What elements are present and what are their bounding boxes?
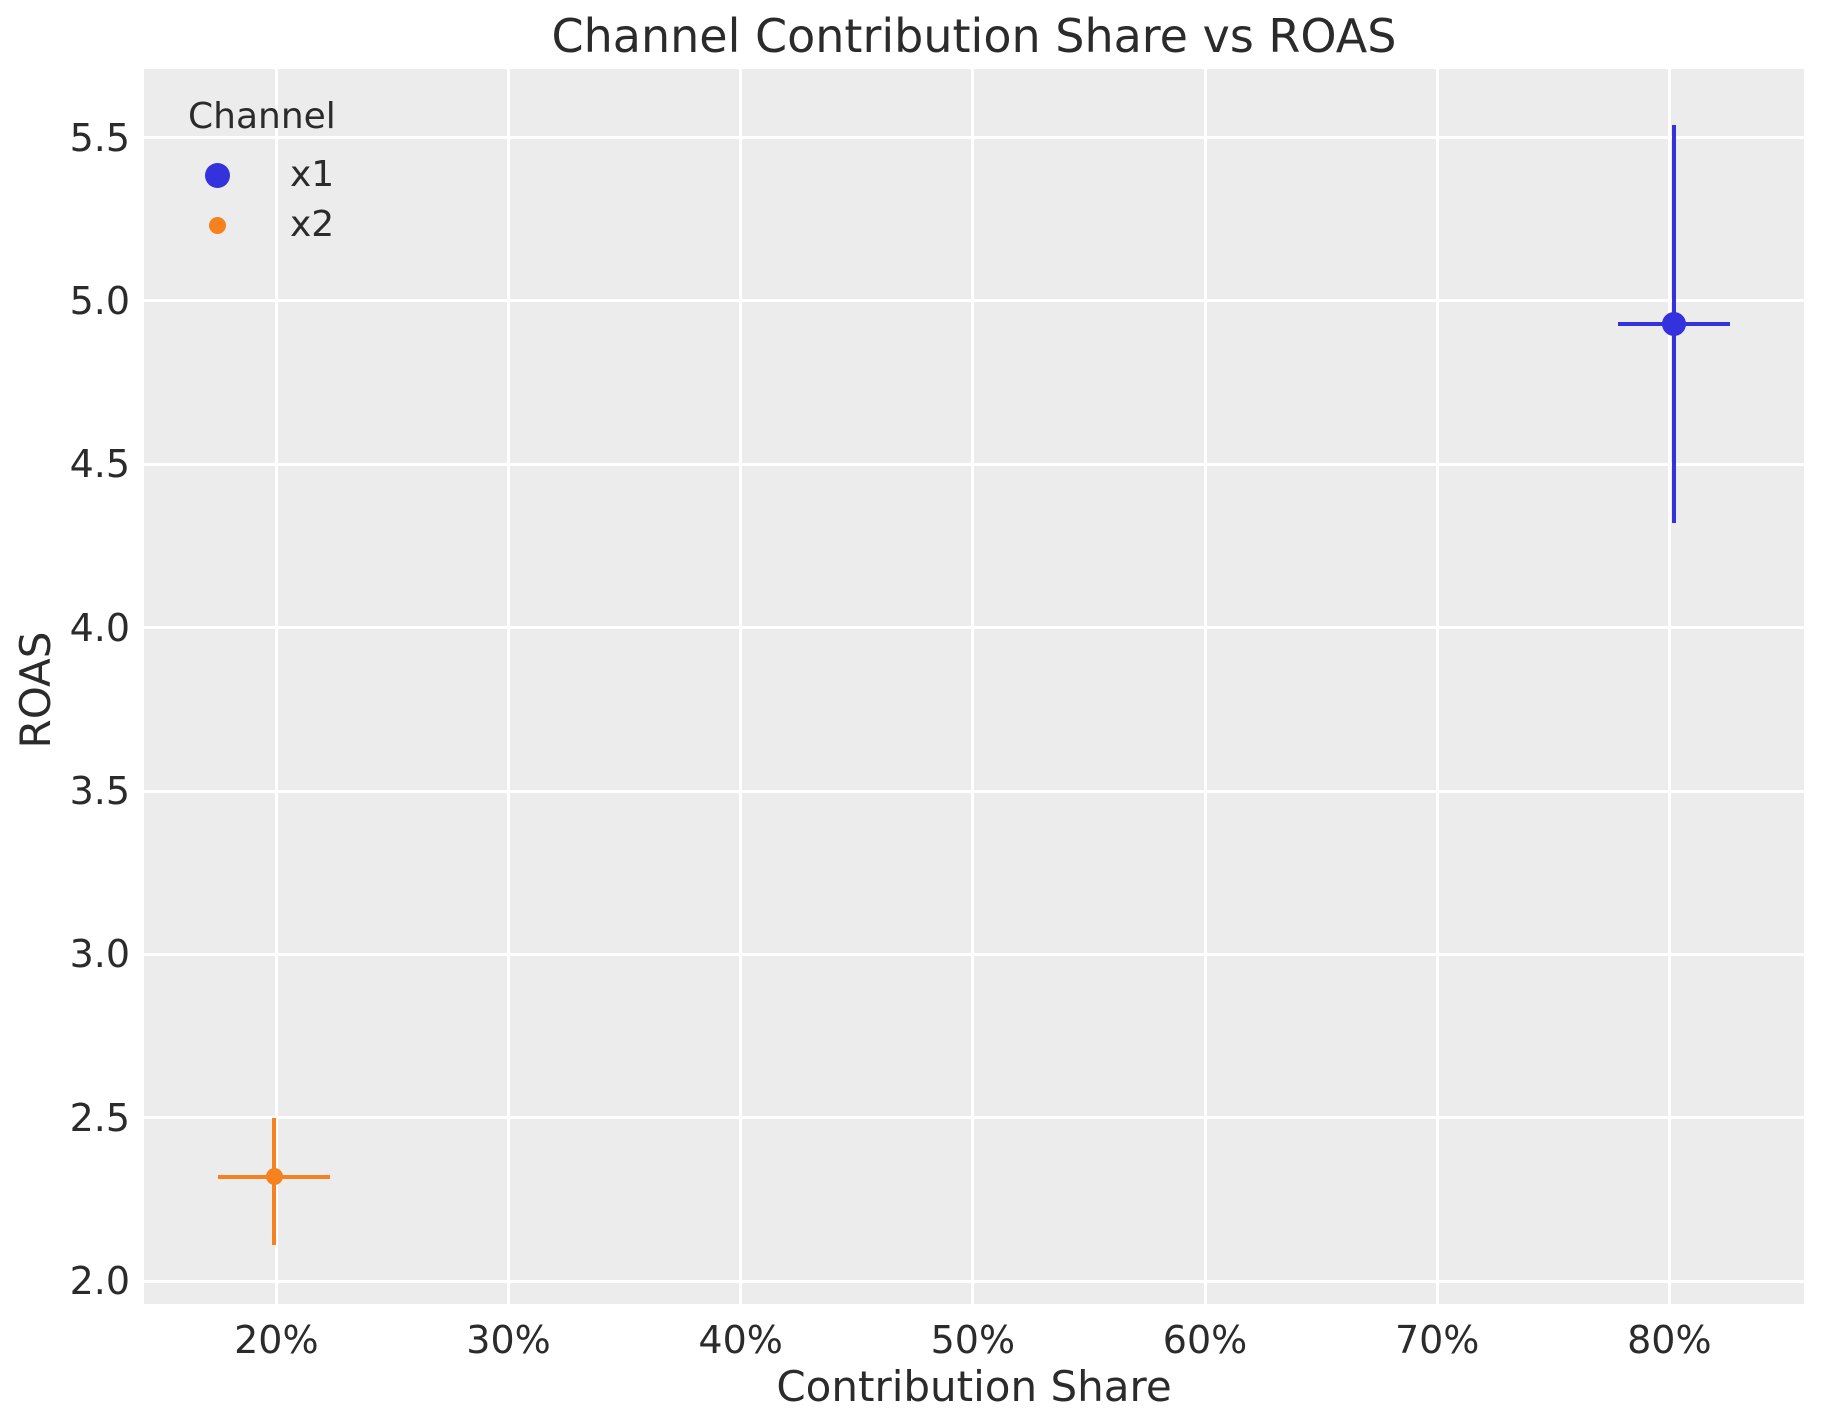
x-gridline [1435, 69, 1439, 1304]
x-tick-label: 40% [698, 1318, 783, 1362]
x-gridline [274, 69, 278, 1304]
data-point-x1 [1661, 311, 1686, 336]
legend: Channel x1 x2 [144, 69, 504, 269]
y-tick-label: 3.5 [69, 769, 130, 814]
y-tick-label: 4.5 [69, 442, 130, 487]
y-gridline [144, 1279, 1804, 1283]
plot-area: Channel x1 x2 [144, 69, 1804, 1304]
x-tick-label: 70% [1394, 1318, 1480, 1362]
y-gridline [144, 1116, 1804, 1120]
y-tick-label: 5.5 [69, 115, 130, 160]
y-tick-label: 3.0 [69, 932, 130, 977]
x-tick-label: 50% [930, 1318, 1016, 1362]
y-tick-label: 2.5 [69, 1095, 130, 1140]
x-tick-label: 30% [466, 1318, 551, 1362]
legend-swatch-x1 [204, 162, 230, 188]
legend-swatch-x2 [208, 216, 226, 234]
y-gridline [144, 462, 1804, 466]
x-axis-label: Contribution Share [776, 1362, 1172, 1411]
x-tick-label: 60% [1162, 1318, 1248, 1362]
y-tick-label: 2.0 [69, 1259, 130, 1304]
legend-label-x1: x1 [290, 154, 335, 195]
y-gridline [144, 789, 1804, 793]
legend-title: Channel [188, 96, 336, 137]
y-tick-label: 5.0 [69, 278, 130, 323]
x-gridline [507, 69, 510, 1304]
x-tick-label: 80% [1627, 1318, 1712, 1362]
y-gridline [144, 952, 1804, 956]
legend-label-x2: x2 [290, 204, 335, 245]
x-gridline [739, 69, 743, 1304]
data-point-x2 [265, 1168, 283, 1186]
y-gridline [144, 299, 1804, 303]
x-gridline [1203, 69, 1207, 1304]
y-tick-label: 4.0 [69, 605, 130, 650]
x-gridline [971, 69, 975, 1304]
y-gridline [144, 626, 1804, 630]
x-tick-label: 20% [234, 1318, 319, 1362]
y-gridline [144, 136, 1804, 140]
chart-title: Channel Contribution Share vs ROAS [551, 9, 1397, 63]
x-gridline [1667, 69, 1671, 1304]
y-axis-label: ROAS [11, 631, 60, 749]
